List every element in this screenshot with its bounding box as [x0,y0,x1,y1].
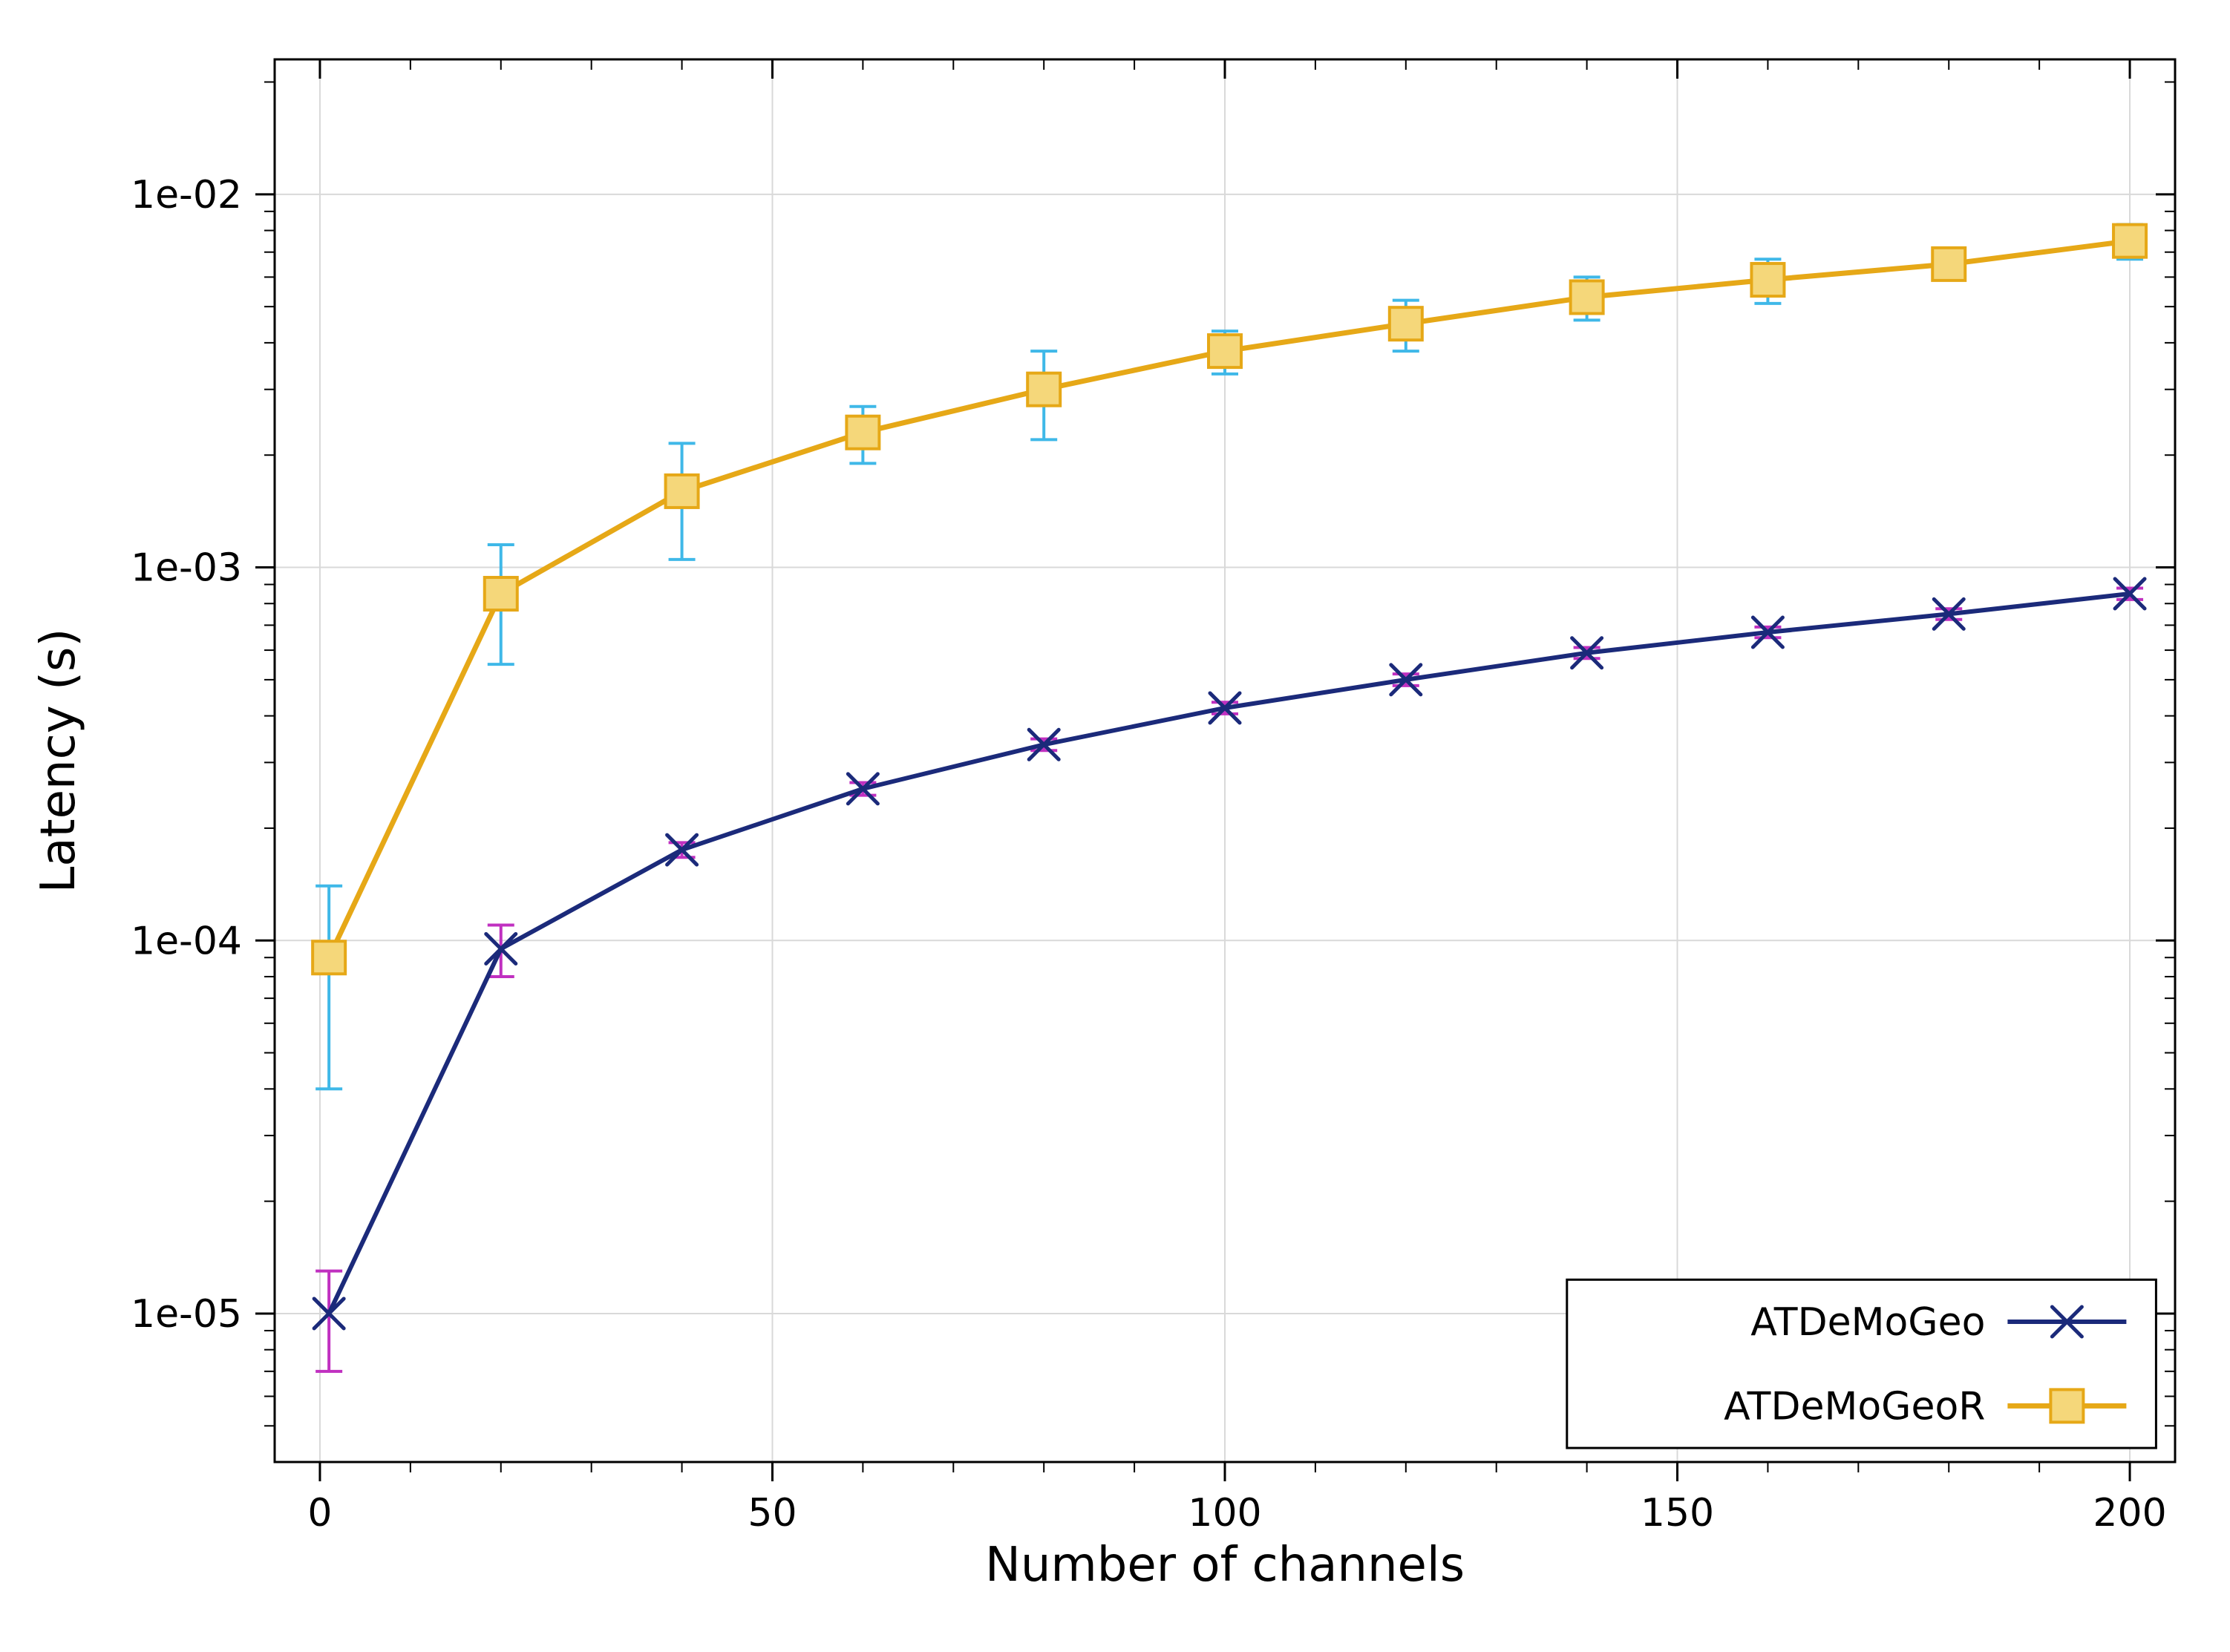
x-tick-label: 200 [2093,1491,2166,1535]
x-axis-label: Number of channels [985,1538,1465,1593]
x-tick-label: 50 [748,1491,797,1535]
y-axis-label: Latency (s) [31,629,86,894]
legend: ATDeMoGeo ATDeMoGeoR [1567,1279,2157,1448]
chart-svg: 0 50 100 150 200 1e-05 1e-04 1e-03 1e-02 Number o… [0,0,2230,1652]
x-tick-label: 0 [307,1491,332,1535]
y-tick-label: 1e-04 [131,919,242,963]
legend-entry-label: ATDeMoGeo [1750,1300,1985,1345]
latency-chart: 0 50 100 150 200 1e-05 1e-04 1e-03 1e-02 Number o… [0,0,2230,1652]
legend-entry-label: ATDeMoGeoR [1724,1384,1985,1429]
x-tick-label: 150 [1641,1491,1714,1535]
y-tick-label: 1e-05 [131,1292,242,1337]
x-tick-label: 100 [1188,1491,1261,1535]
y-tick-label: 1e-02 [131,173,242,217]
y-tick-label: 1e-03 [131,546,242,591]
